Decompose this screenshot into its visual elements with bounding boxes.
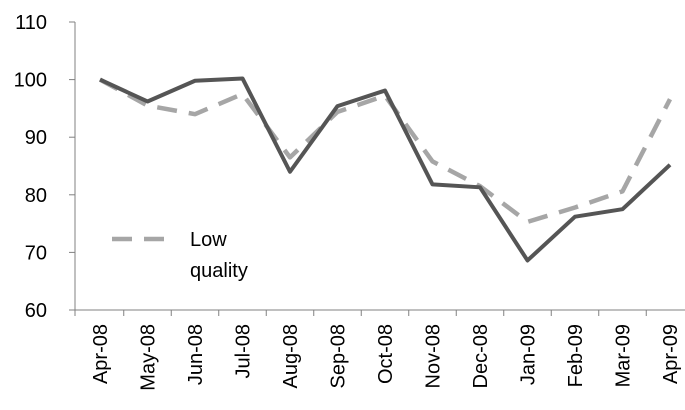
chart-axes: 60 70 80 90 100 110 Apr-08 May-08 Jun-08 Jul-08 Au… — [14, 12, 685, 391]
y-tick-label-80: 80 — [25, 185, 47, 207]
x-tick-label-Apr-08: Apr-08 — [90, 324, 112, 384]
chart-series — [98, 76, 672, 263]
legend-label-line-2: quality — [190, 260, 248, 282]
y-tick-label-90: 90 — [25, 127, 47, 149]
x-tick-label-Oct-08: Oct-08 — [375, 324, 397, 384]
chart-legend: Low quality — [112, 229, 248, 282]
legend-label-line-1: Low — [190, 229, 227, 251]
x-tick-label-Apr-09: Apr-09 — [660, 324, 682, 384]
x-tick-label-May-08: May-08 — [138, 324, 160, 391]
x-tick-label-Jun-08: Jun-08 — [185, 324, 207, 385]
x-tick-label-Feb-09: Feb-09 — [565, 324, 587, 387]
series-line-low — [98, 77, 672, 225]
x-tick-label-Dec-08: Dec-08 — [470, 324, 492, 388]
x-tick-label-Jul-08: Jul-08 — [233, 324, 255, 378]
x-tick-label-Aug-08: Aug-08 — [280, 324, 302, 389]
y-tick-label-70: 70 — [25, 242, 47, 264]
y-tick-label-60: 60 — [25, 300, 47, 322]
x-tick-label-Mar-09: Mar-09 — [613, 324, 635, 387]
x-tick-label-Jan-09: Jan-09 — [518, 324, 540, 385]
x-tick-label-Nov-08: Nov-08 — [423, 324, 445, 388]
series-line-solid — [99, 76, 672, 263]
x-tick-label-Sep-08: Sep-08 — [328, 324, 350, 389]
y-tick-label-100: 100 — [14, 70, 47, 92]
y-tick-label-110: 110 — [15, 12, 47, 34]
